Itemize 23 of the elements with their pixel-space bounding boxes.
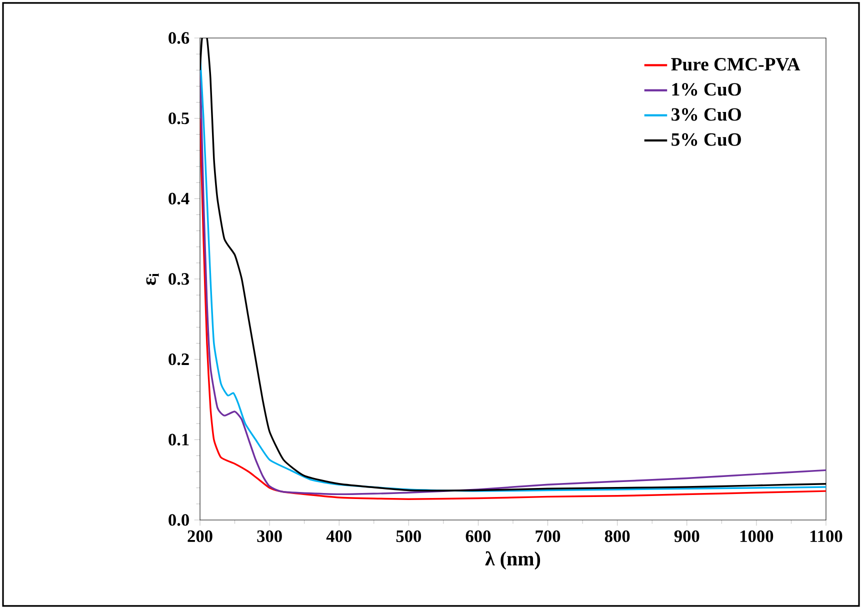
y-tick-label: 0.1 xyxy=(168,434,189,446)
x-tick-label: 300 xyxy=(257,530,282,542)
legend-label: 3% CuO xyxy=(672,108,741,121)
x-tick-label: 1000 xyxy=(740,530,774,542)
x-tick-label: 500 xyxy=(396,530,422,542)
y-tick-label: 0.5 xyxy=(168,112,189,124)
x-tick-label: 200 xyxy=(188,530,212,542)
x-tick-label: 400 xyxy=(326,530,352,542)
y-tick-label: 0.2 xyxy=(168,353,189,366)
x-tick-label: 700 xyxy=(536,530,560,542)
y-tick-label: 0.3 xyxy=(168,273,190,285)
y-tick-label: 0.6 xyxy=(168,32,190,44)
legend-label: Pure CMC-PVA xyxy=(671,58,800,71)
legend-label: 5% CuO xyxy=(672,133,741,146)
y-axis-title: ε$_{i}$ xyxy=(146,273,159,285)
x-axis-title: λ (nm) xyxy=(485,551,540,570)
x-tick-label: 900 xyxy=(674,530,700,542)
x-tick-label: 800 xyxy=(604,530,630,542)
y-tick-label: 0.0 xyxy=(168,514,189,526)
legend-label: 1% CuO xyxy=(672,83,741,96)
y-tick-label: 0.4 xyxy=(168,192,190,205)
x-tick-label: 600 xyxy=(466,530,491,542)
x-tick-label: 1100 xyxy=(810,530,842,542)
